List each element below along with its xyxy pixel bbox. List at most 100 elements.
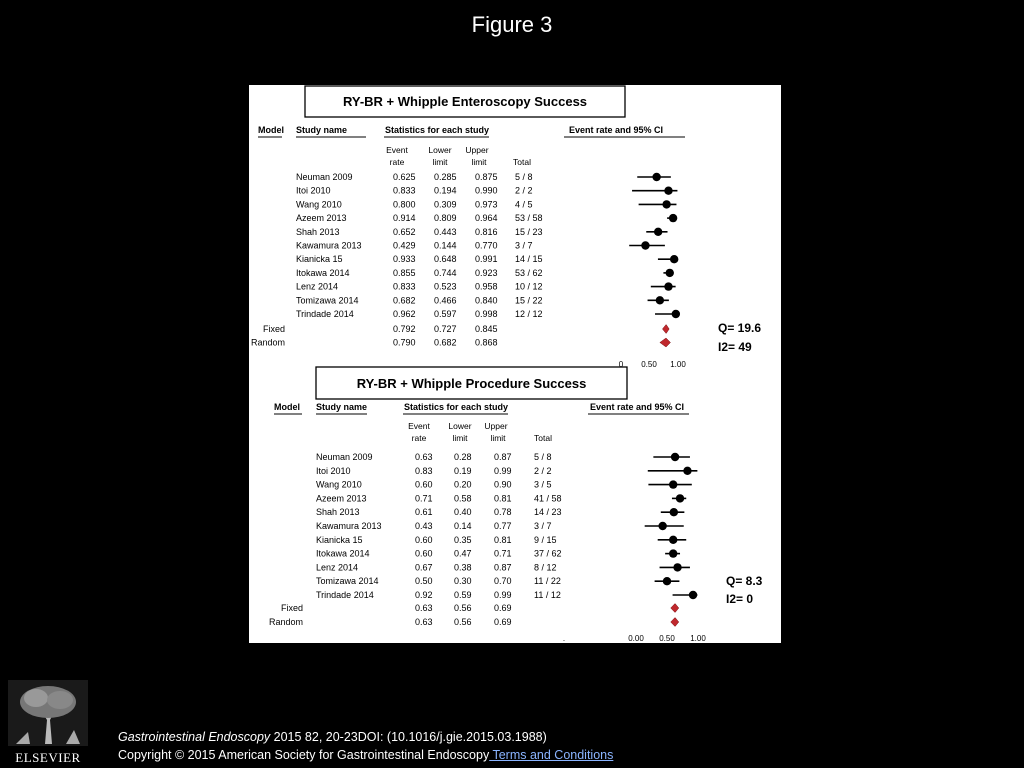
panel2-pooled-lower: 0.56 — [454, 603, 472, 613]
panel2-study-upper: 0.99 — [494, 466, 512, 476]
panel2-study-point — [669, 480, 678, 489]
panel2-col-upper-limit: limit — [490, 433, 506, 443]
panel2-col-upper: Upper — [484, 421, 507, 431]
panel1-study-upper: 0.770 — [475, 241, 498, 251]
panel2-study-total: 2 / 2 — [534, 466, 552, 476]
panel2-study-name: Kianicka 15 — [316, 535, 363, 545]
panel2-study-upper: 0.81 — [494, 535, 512, 545]
panel1-header-model: Model — [258, 125, 284, 135]
panel1-pooled-rate: 0.792 — [393, 324, 416, 334]
panel2-study-total: 9 / 15 — [534, 535, 557, 545]
panel1-study-name: Neuman 2009 — [296, 172, 353, 182]
panel2-study-total: 11 / 12 — [534, 590, 561, 600]
panel2-study-rate: 0.83 — [415, 466, 433, 476]
elsevier-tree-icon — [8, 680, 88, 746]
panel1-pooled-diamond — [662, 324, 670, 334]
panel1-axis-tick-label: 0 — [619, 360, 624, 369]
panel1-study-rate: 0.962 — [393, 309, 416, 319]
panel1-study-rate: 0.800 — [393, 199, 416, 209]
panel2-study-lower: 0.35 — [454, 535, 472, 545]
panel1-study-lower: 0.285 — [434, 172, 457, 182]
panel2-study-rate: 0.60 — [415, 549, 433, 559]
panel2-study-point — [673, 563, 682, 572]
panel1-col-total: Total — [513, 157, 531, 167]
panel2-study-rate: 0.61 — [415, 507, 433, 517]
panel2-pooled-rate: 0.63 — [415, 617, 433, 627]
panel2-axis-tick-label: . — [563, 634, 565, 643]
panel1-q-stat: Q= 19.6 — [718, 321, 761, 335]
panel1-study-total: 3 / 7 — [515, 241, 533, 251]
panel1-study-lower: 0.466 — [434, 295, 457, 305]
panel1-study-lower: 0.443 — [434, 227, 457, 237]
panel1-study-lower: 0.597 — [434, 309, 457, 319]
panel2-header-stats: Statistics for each study — [404, 402, 508, 412]
panel2-axis-tick-label: 0.00 — [628, 634, 644, 643]
panel2-study-total: 11 / 22 — [534, 576, 561, 586]
panel1-study-point — [665, 268, 674, 278]
panel2-pooled-name: Random — [269, 617, 303, 627]
panel2-study-name: Itokawa 2014 — [316, 549, 370, 559]
panel1-study-rate: 0.682 — [393, 295, 416, 305]
panel1-study-upper: 0.991 — [475, 254, 498, 264]
panel2-study-lower: 0.58 — [454, 493, 472, 503]
panel2-study-point — [688, 590, 698, 600]
panel2-study-upper: 0.87 — [494, 562, 512, 572]
panel1-study-rate: 0.914 — [393, 213, 416, 223]
panel1-title-box — [304, 85, 626, 118]
panel1-header-study: Study name — [296, 125, 347, 135]
panel1-header-plot: Event rate and 95% CI — [569, 125, 663, 135]
panel1-header-stats: Statistics for each study — [385, 125, 489, 135]
panel1-study-point — [641, 241, 650, 250]
panel1-study-total: 12 / 12 — [515, 309, 543, 319]
terms-link[interactable]: Terms and Conditions — [489, 748, 614, 762]
panel1-study-total: 10 / 12 — [515, 282, 543, 292]
panel1-study-lower: 0.744 — [434, 268, 457, 278]
panel2-study-point — [658, 521, 667, 531]
panel2-study-rate: 0.92 — [415, 590, 433, 600]
panel1-col-rate: rate — [390, 157, 405, 167]
panel2-axis-tick-label: 0.50 — [659, 634, 675, 643]
panel2-header-model: Model — [274, 402, 300, 412]
panel1-col-event: Event — [386, 145, 408, 155]
panel1-study-name: Lenz 2014 — [296, 282, 338, 292]
panel2-col-rate: rate — [412, 433, 427, 443]
panel1-study-total: 5 / 8 — [515, 172, 533, 182]
panel2-study-rate: 0.50 — [415, 576, 433, 586]
panel1-study-total: 53 / 58 — [515, 213, 543, 223]
panel1-study-upper: 0.840 — [475, 295, 498, 305]
panel2-study-total: 41 / 58 — [534, 493, 562, 503]
panel2-study-name: Kawamura 2013 — [316, 521, 382, 531]
panel2-study-lower: 0.59 — [454, 590, 472, 600]
panel2-study-point — [683, 466, 692, 475]
panel1-study-rate: 0.429 — [393, 241, 416, 251]
panel2-study-lower: 0.19 — [454, 466, 472, 476]
panel2-col-lower-limit: limit — [452, 433, 468, 443]
panel2-study-upper: 0.87 — [494, 452, 512, 462]
copyright: Copyright © 2015 American Society for Ga… — [118, 748, 613, 762]
panel2-pooled-name: Fixed — [281, 603, 303, 613]
panel2-i2-stat: I2= 0 — [726, 592, 753, 606]
panel2-pooled-upper: 0.69 — [494, 603, 512, 613]
panel2-study-name: Shah 2013 — [316, 507, 360, 517]
panel1-study-point — [662, 200, 671, 209]
panel1-study-point — [664, 186, 673, 195]
panel2-title: RY-BR + Whipple Procedure Success — [357, 376, 587, 391]
panel2-study-name: Tomizawa 2014 — [316, 576, 379, 586]
panel1-study-name: Trindade 2014 — [296, 309, 354, 319]
panel2-study-point — [669, 549, 678, 558]
panel2-study-total: 37 / 62 — [534, 549, 562, 559]
panel2-study-rate: 0.67 — [415, 562, 433, 572]
panel2-pooled-diamond — [670, 603, 680, 613]
slide-title: Figure 3 — [471, 12, 553, 37]
panel1-study-point — [655, 296, 665, 305]
panel1-study-total: 53 / 62 — [515, 268, 543, 278]
panel1-study-name: Itoi 2010 — [296, 186, 331, 196]
panel2-study-lower: 0.14 — [454, 521, 472, 531]
panel1-pooled-lower: 0.682 — [434, 338, 457, 348]
panel1-title: RY-BR + Whipple Enteroscopy Success — [343, 94, 587, 109]
panel2-title-box — [315, 366, 628, 400]
panel1-study-upper: 0.973 — [475, 199, 498, 209]
panel2-study-upper: 0.81 — [494, 493, 512, 503]
panel2-pooled-upper: 0.69 — [494, 617, 512, 627]
panel1-study-lower: 0.194 — [434, 186, 457, 196]
